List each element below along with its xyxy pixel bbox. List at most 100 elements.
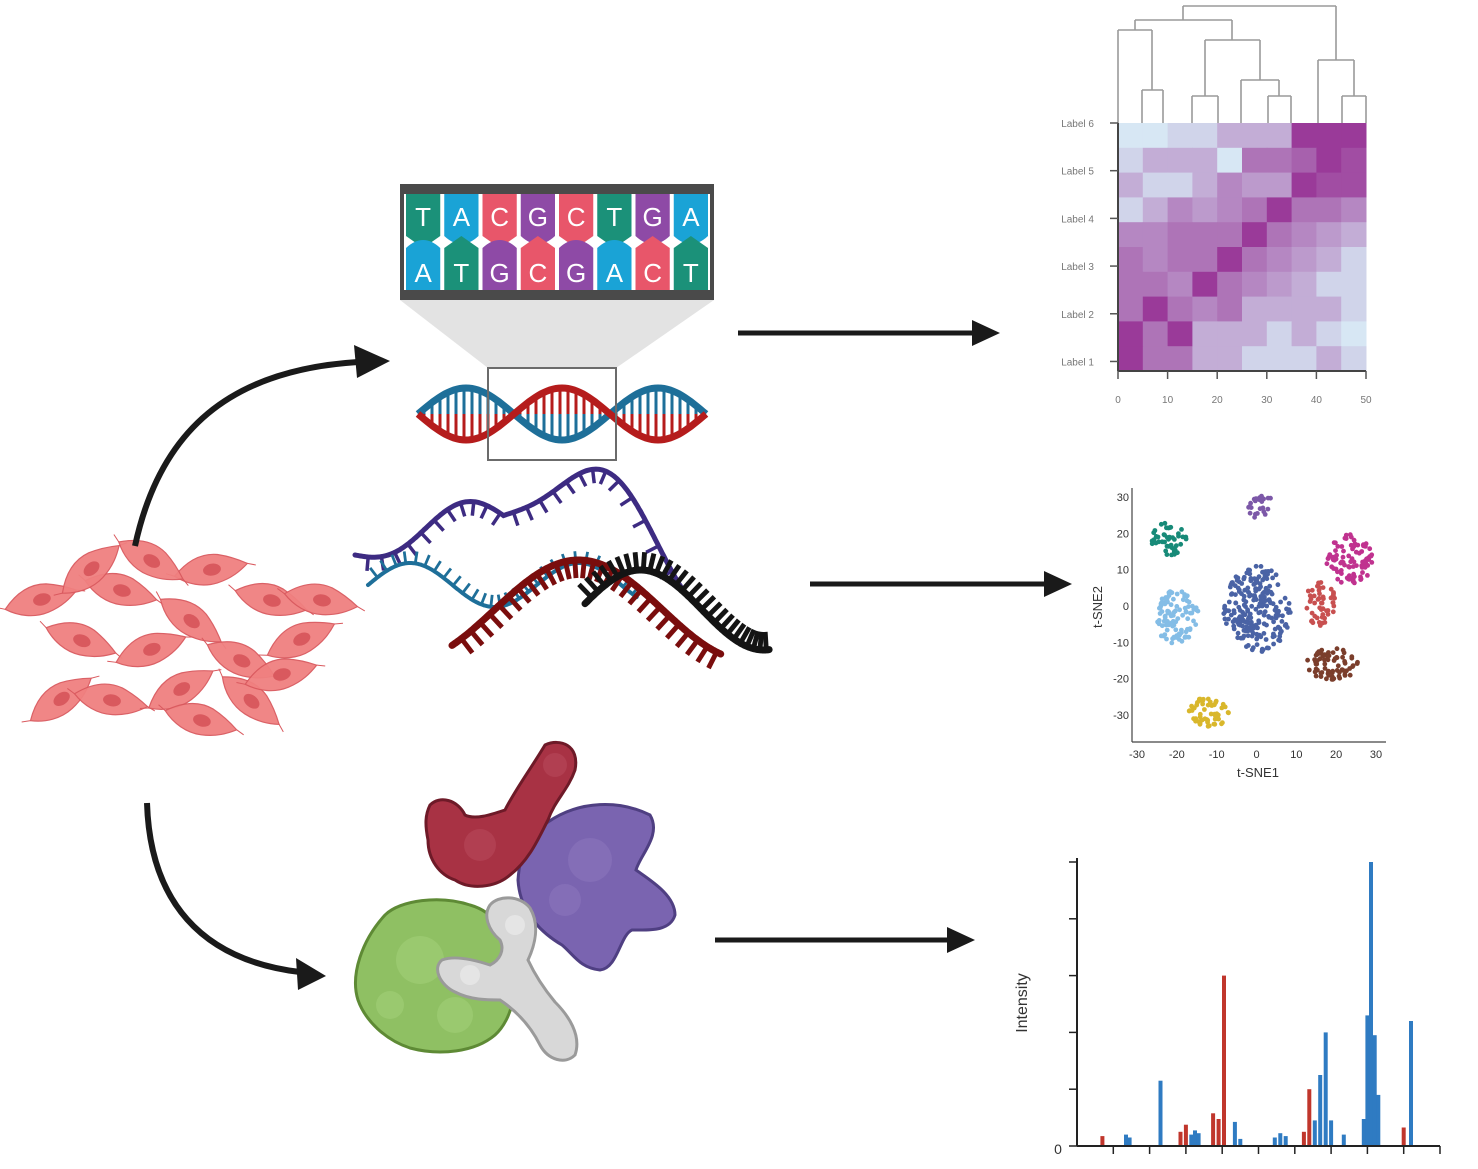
tsne-point xyxy=(1222,704,1228,710)
tsne-point xyxy=(1151,530,1157,536)
tsne-point xyxy=(1234,578,1240,583)
heatmap-cell xyxy=(1217,197,1243,223)
spectrum-peak xyxy=(1100,1136,1105,1146)
spectrum-peak xyxy=(1365,1015,1370,1146)
cell-culture-icon xyxy=(0,534,366,736)
tsne-point xyxy=(1159,623,1165,629)
tsne-point xyxy=(1267,583,1273,589)
tsne-point xyxy=(1242,627,1248,633)
tsne-point xyxy=(1168,542,1174,548)
tsne-point xyxy=(1242,612,1248,618)
tsne-point xyxy=(1319,651,1324,656)
heatmap-cell xyxy=(1192,321,1218,347)
base-letter: T xyxy=(606,202,622,232)
tsne-point xyxy=(1155,534,1161,540)
tsne-point xyxy=(1276,608,1281,614)
tsne-point xyxy=(1183,629,1189,635)
tsne-point xyxy=(1324,608,1329,614)
tsne-point xyxy=(1315,658,1320,663)
tsne-point xyxy=(1339,559,1345,565)
tsne-point xyxy=(1358,577,1364,582)
tsne-point xyxy=(1262,594,1267,600)
tsne-point xyxy=(1262,598,1267,604)
spectrum-peak xyxy=(1238,1138,1243,1146)
tsne-point xyxy=(1335,663,1341,669)
cell xyxy=(228,582,314,616)
tsne-point xyxy=(1252,576,1257,582)
heatmap-cell xyxy=(1316,197,1342,223)
tsne-point xyxy=(1193,716,1199,721)
heatmap-row-label: Label 6 xyxy=(1061,119,1094,130)
tsne-y-tick: 30 xyxy=(1117,492,1129,504)
tsne-point xyxy=(1240,617,1246,622)
tsne-point xyxy=(1169,640,1175,646)
tsne-point xyxy=(1164,552,1170,557)
tsne-point xyxy=(1174,604,1180,609)
spectrum-peak xyxy=(1283,1136,1288,1146)
base-letter: C xyxy=(643,258,662,288)
tsne-point xyxy=(1247,510,1253,516)
tsne-point xyxy=(1253,563,1259,569)
heatmap-cell xyxy=(1341,271,1367,298)
tsne-point xyxy=(1213,714,1218,719)
tsne-point xyxy=(1175,550,1180,556)
heatmap-cell xyxy=(1316,222,1342,248)
tsne-point xyxy=(1282,623,1288,628)
heatmap-cell xyxy=(1118,247,1144,273)
tsne-point xyxy=(1177,607,1182,613)
tsne-point xyxy=(1258,564,1264,569)
tsne-point xyxy=(1326,668,1331,674)
tsne-point xyxy=(1226,710,1231,716)
tsne-point xyxy=(1254,631,1260,637)
base-top xyxy=(444,194,479,244)
tsne-point xyxy=(1367,546,1373,552)
base-top xyxy=(520,194,555,244)
tsne-point xyxy=(1219,721,1224,727)
heatmap-cell xyxy=(1316,346,1342,372)
tsne-point xyxy=(1251,593,1256,599)
arrow-cells-to-protein xyxy=(144,802,326,990)
base-letter: G xyxy=(528,202,548,232)
tsne-point xyxy=(1312,669,1318,675)
tsne-point xyxy=(1246,570,1252,576)
tsne-point xyxy=(1156,539,1162,545)
tsne-point xyxy=(1149,541,1155,547)
tsne-point xyxy=(1265,495,1271,501)
tsne-point xyxy=(1259,493,1264,499)
base-top xyxy=(482,194,517,248)
tsne-point xyxy=(1253,586,1259,592)
heatmap-cell xyxy=(1217,222,1243,248)
dendrogram xyxy=(1117,5,1367,123)
tsne-point xyxy=(1249,603,1255,609)
spectrum-peak xyxy=(1401,1127,1406,1146)
tsne-point xyxy=(1319,670,1325,675)
spectrum-peak xyxy=(1312,1120,1317,1146)
spectrum-peak xyxy=(1376,1094,1381,1146)
tsne-point xyxy=(1242,587,1248,593)
tsne-point xyxy=(1322,657,1328,663)
spectrum-peak xyxy=(1372,1035,1377,1146)
tsne-point xyxy=(1250,645,1256,651)
heatmap-x-tick: 20 xyxy=(1212,395,1224,406)
tsne-y-tick: 0 xyxy=(1123,601,1129,613)
tsne-point xyxy=(1353,549,1359,555)
cell xyxy=(258,621,343,659)
tsne-point xyxy=(1367,554,1373,559)
tsne-point xyxy=(1185,616,1191,622)
heatmap-cell xyxy=(1341,172,1367,198)
spectrum-peak xyxy=(1196,1133,1201,1146)
base-letter: A xyxy=(682,202,700,232)
tsne-point xyxy=(1347,666,1353,671)
heatmap-x-tick: 30 xyxy=(1261,395,1273,406)
tsne-point xyxy=(1168,524,1174,530)
tsne-point xyxy=(1253,597,1259,602)
tsne-point xyxy=(1271,619,1276,625)
tsne-point xyxy=(1326,673,1332,678)
tsne-point xyxy=(1279,619,1285,624)
heatmap-cell xyxy=(1118,296,1144,322)
heatmap-cell xyxy=(1266,222,1293,248)
heatmap-x-tick: 0 xyxy=(1115,395,1121,406)
heatmap-cell xyxy=(1217,296,1243,322)
tsne-point xyxy=(1341,650,1347,656)
